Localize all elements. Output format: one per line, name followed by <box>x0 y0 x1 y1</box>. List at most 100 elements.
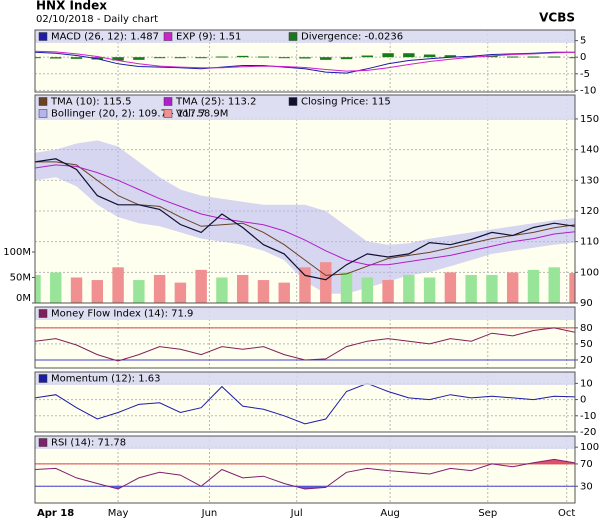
indicator-line <box>35 51 575 74</box>
chart-title: HNX Index <box>36 0 107 13</box>
panel: 80 50 20 Money Flow Index (14): 71.9 <box>34 306 593 369</box>
legend-label: Vol: 58.9M <box>176 109 228 120</box>
y-tick-label: 100 <box>580 267 599 278</box>
divergence-bar <box>320 57 332 60</box>
indicator-line <box>35 164 575 266</box>
divergence-bar <box>70 57 83 59</box>
y-tick-label: -20 <box>580 427 596 438</box>
volume-bar <box>486 274 498 303</box>
divergence-bar <box>50 57 62 59</box>
divergence-bar <box>174 57 187 59</box>
volume-bar <box>257 280 270 303</box>
volume-bar <box>35 274 41 303</box>
x-tick-label: May <box>108 508 129 519</box>
y-tick-label: 50 <box>580 339 593 350</box>
legend-label: Closing Price: 115 <box>301 97 391 108</box>
volume-bar <box>382 280 394 303</box>
volume-bar <box>195 269 207 303</box>
y-tick-label: -10 <box>580 85 596 96</box>
divergence-bar <box>133 57 145 60</box>
volume-bar <box>174 282 187 303</box>
y-tick-label: 0 <box>580 395 586 406</box>
divergence-bar <box>35 57 41 59</box>
overbought-fill <box>491 459 575 464</box>
x-tick-label: Sep <box>478 508 497 519</box>
volume-bar <box>50 272 62 303</box>
y-tick-label: 30 <box>580 481 593 492</box>
volume-bar <box>320 262 332 303</box>
volume-bar <box>506 272 519 303</box>
y-tick-label: -10 <box>580 411 596 422</box>
volume-bar <box>216 277 228 303</box>
volume-bar <box>361 277 374 303</box>
panel-frame <box>34 306 576 369</box>
panel: 5 0 -5 -10 MACD (26, 12): 1.487 EXP (9): 1.51… <box>34 29 596 96</box>
legend-swatch <box>163 32 173 41</box>
chart-subtitle: 02/10/2018 - Daily chart <box>36 14 158 25</box>
y-tick-label: 70 <box>580 459 593 470</box>
volume-bar <box>236 274 249 303</box>
legend-swatch <box>38 32 48 41</box>
y-tick-label: 100 <box>580 442 599 453</box>
marks <box>35 140 575 303</box>
price-line <box>35 158 575 281</box>
legend-label: Bollinger (20, 2): 109.7 - 117.7 <box>51 109 205 120</box>
bollinger-band <box>35 140 575 294</box>
y-tick-label: 120 <box>580 206 599 217</box>
legend-swatch <box>38 109 48 118</box>
volume-bar <box>527 269 540 303</box>
divergence-bar <box>216 56 228 58</box>
marks <box>35 327 575 362</box>
divergence-bar <box>257 56 270 58</box>
legend-swatch <box>163 109 173 118</box>
divergence-bar <box>299 57 311 59</box>
volume-bar <box>70 277 83 303</box>
legend-swatch <box>288 97 298 106</box>
brand: VCBS <box>539 11 575 25</box>
volume-bar <box>278 282 290 303</box>
volume-bar <box>423 277 436 303</box>
indicator-line <box>35 161 575 276</box>
divergence-bar <box>527 56 540 58</box>
volume-bar <box>403 274 415 303</box>
marks <box>35 382 575 425</box>
divergence-bar <box>569 57 575 59</box>
divergence-bar <box>278 57 290 59</box>
indicator-line <box>35 458 575 490</box>
divergence-bar <box>548 56 560 58</box>
volume-bar <box>569 272 575 303</box>
legend-swatch <box>38 438 48 447</box>
panel: 150 140 130 120 110 100 90 100M 50M 0M TMA (10): 1… <box>3 94 599 309</box>
x-tick-label: Aug <box>380 508 400 519</box>
marks <box>35 50 575 74</box>
divergence-bar <box>486 55 498 58</box>
legend-label: TMA (25): 113.2 <box>175 97 256 108</box>
legend-label: RSI (14): 71.78 <box>51 438 126 449</box>
volume-bar <box>153 274 166 303</box>
panel-frame <box>34 435 576 504</box>
volume-bar <box>112 267 124 303</box>
legend-swatch <box>38 97 48 106</box>
divergence-bar <box>444 55 457 58</box>
legend-label: Divergence: -0.0236 <box>301 32 403 43</box>
oversold-fill <box>35 486 575 489</box>
y-tick-label: 150 <box>580 114 599 125</box>
divergence-bar <box>506 56 519 58</box>
legend-strip <box>35 436 575 449</box>
y2-tick-label: 100M <box>3 247 31 258</box>
legend-label: Momentum (12): 1.63 <box>51 374 161 385</box>
y-tick-label: 10 <box>580 378 593 389</box>
volume-bar <box>465 274 477 303</box>
divergence-bar <box>112 57 124 61</box>
y2-tick-label: 50M <box>10 273 31 284</box>
legend-strip <box>35 307 575 320</box>
volume-bar <box>299 267 311 303</box>
volume-bar <box>91 280 104 303</box>
x-tick-label: Oct <box>558 508 575 519</box>
legend-label: MACD (26, 12): 1.487 <box>51 32 159 43</box>
x-tick-label: Jul <box>290 508 303 519</box>
panel-frame <box>34 29 576 93</box>
divergence-bar <box>361 55 374 58</box>
indicator-line <box>35 327 575 362</box>
